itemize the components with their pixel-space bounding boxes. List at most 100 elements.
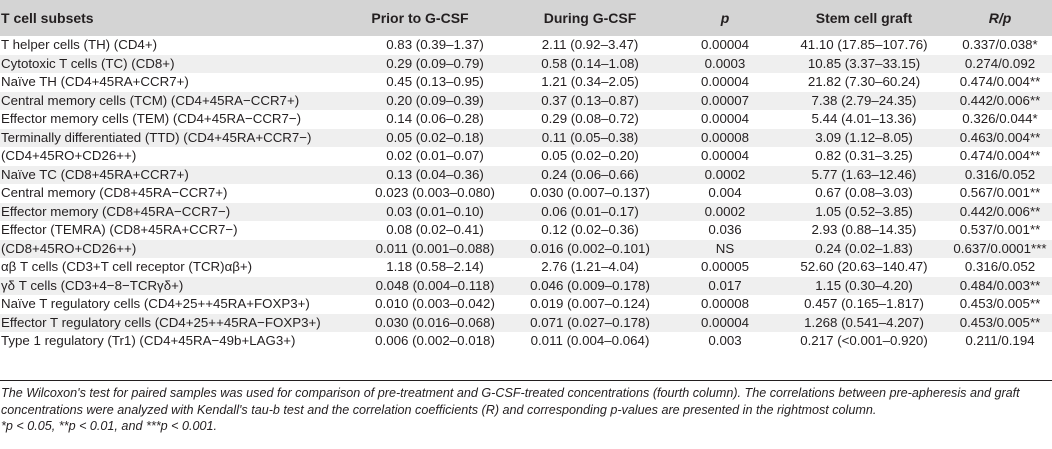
cell-name: Naïve T regulatory cells (CD4+25++45RA+F… xyxy=(1,296,310,312)
cell-graft: 5.77 (1.63–12.46) xyxy=(811,166,917,182)
table-row: Naïve TC (CD8+45RA+CCR7+) 0.13 (0.04–0.36… xyxy=(0,165,1052,184)
header-prior: Prior to G-CSF xyxy=(371,10,469,26)
cell-name: Naïve TH (CD4+45RA+CCR7+) xyxy=(1,74,189,90)
cell-rp: 0.211/0.194 xyxy=(965,333,1035,349)
cell-rp: 0.316/0.052 xyxy=(964,259,1036,275)
header-row: T cell subsets Prior to G-CSF During G-C… xyxy=(0,0,1052,36)
cell-during: 2.76 (1.21–4.04) xyxy=(541,259,639,275)
cell-p: 0.0002 xyxy=(704,166,746,182)
table-row: Cytotoxic T cells (TC) (CD8+) 0.29 (0.09–… xyxy=(0,54,1052,73)
cell-rp: 0.453/0.005** xyxy=(959,314,1041,330)
cell-during: 0.29 (0.08–0.72) xyxy=(541,111,639,127)
cell-p: 0.0003 xyxy=(704,55,746,71)
cell-name: Naïve TC (CD8+45RA+CCR7+) xyxy=(1,166,189,182)
cell-rp: 0.442/0.006** xyxy=(959,92,1041,108)
cell-name: γδ T cells (CD3+4−8−TCRγδ+) xyxy=(1,277,184,293)
header-p: p xyxy=(720,10,730,26)
cell-graft: 0.457 (0.165–1.817) xyxy=(804,296,924,312)
table-row: αβ T cells (CD3+T cell receptor (TCR)αβ+… xyxy=(0,258,1052,277)
cell-rp: 0.474/0.004** xyxy=(959,148,1041,164)
cell-graft: 1.268 (0.541–4.207) xyxy=(804,314,924,330)
cell-prior: 0.05 (0.02–0.18) xyxy=(386,129,484,145)
cell-during: 0.05 (0.02–0.20) xyxy=(541,148,639,164)
table-row: (CD4+45RO+CD26++) 0.02 (0.01–0.07) 0.05 (0… xyxy=(0,147,1052,166)
cell-name: Central memory (CD8+45RA−CCR7+) xyxy=(1,185,228,201)
bottom-rule xyxy=(0,380,1052,381)
cell-during: 0.06 (0.01–0.17) xyxy=(541,203,639,219)
cell-prior: 0.08 (0.02–0.41) xyxy=(386,222,484,238)
results-table: T cell subsets Prior to G-CSF During G-C… xyxy=(0,0,1052,349)
cell-rp: 0.337/0.038* xyxy=(962,37,1038,53)
cell-p: NS xyxy=(715,240,735,256)
header-during: During G-CSF xyxy=(543,10,637,26)
cell-during: 1.21 (0.34–2.05) xyxy=(541,74,639,90)
cell-name: Cytotoxic T cells (TC) (CD8+) xyxy=(1,55,175,71)
cell-rp: 0.453/0.005** xyxy=(959,296,1041,312)
cell-prior: 0.20 (0.09–0.39) xyxy=(386,92,484,108)
cell-p: 0.00004 xyxy=(700,74,750,90)
cell-name: Central memory cells (TCM) (CD4+45RA−CCR… xyxy=(1,92,300,108)
cell-name: (CD4+45RO+CD26++) xyxy=(1,148,137,164)
cell-graft: 0.24 (0.02–1.83) xyxy=(815,240,913,256)
cell-p: 0.00004 xyxy=(700,37,750,53)
cell-p: 0.003 xyxy=(708,333,742,349)
table-footnotes: The Wilcoxon's test for paired samples w… xyxy=(1,385,1049,435)
cell-name: αβ T cells (CD3+T cell receptor (TCR)αβ+… xyxy=(1,259,253,275)
table-row: Central memory cells (TCM) (CD4+45RA−CCR… xyxy=(0,91,1052,110)
table-row: T helper cells (TH) (CD4+) 0.83 (0.39–1.3… xyxy=(0,36,1052,55)
cell-during: 0.12 (0.02–0.36) xyxy=(541,222,639,238)
cell-prior: 0.45 (0.13–0.95) xyxy=(386,74,484,90)
cell-p: 0.017 xyxy=(708,277,742,293)
footnote-significance: *p < 0.05, **p < 0.01, and ***p < 0.001. xyxy=(1,419,218,433)
cell-prior: 0.030 (0.016–0.068) xyxy=(375,314,495,330)
cell-prior: 0.83 (0.39–1.37) xyxy=(386,37,484,53)
table-row: Naïve TH (CD4+45RA+CCR7+) 0.45 (0.13–0.95… xyxy=(0,73,1052,92)
cell-prior: 0.006 (0.002–0.018) xyxy=(375,333,495,349)
cell-during: 0.11 (0.05–0.38) xyxy=(541,129,639,145)
cell-name: Effector (TEMRA) (CD8+45RA+CCR7−) xyxy=(1,222,238,238)
cell-rp: 0.567/0.001** xyxy=(959,185,1041,201)
cell-graft: 1.15 (0.30–4.20) xyxy=(815,277,913,293)
cell-graft: 0.82 (0.31–3.25) xyxy=(815,148,913,164)
table-row: Effector (TEMRA) (CD8+45RA+CCR7−) 0.08 (0… xyxy=(0,221,1052,240)
cell-p: 0.036 xyxy=(708,222,742,238)
cell-rp: 0.637/0.0001*** xyxy=(953,240,1047,256)
cell-rp: 0.484/0.003** xyxy=(959,277,1041,293)
cell-p: 0.00004 xyxy=(700,148,750,164)
cell-graft: 3.09 (1.12–8.05) xyxy=(815,129,913,145)
cell-p: 0.00004 xyxy=(700,111,750,127)
cell-graft: 2.93 (0.88–14.35) xyxy=(811,222,917,238)
cell-graft: 1.05 (0.52–3.85) xyxy=(815,203,913,219)
cell-prior: 0.29 (0.09–0.79) xyxy=(386,55,484,71)
cell-prior: 0.13 (0.04–0.36) xyxy=(386,166,484,182)
cell-graft: 5.44 (4.01–13.36) xyxy=(811,111,917,127)
header-rp: R/p xyxy=(988,10,1012,26)
cell-p: 0.0002 xyxy=(704,203,746,219)
cell-rp: 0.326/0.044* xyxy=(962,111,1038,127)
table-row: Effector T regulatory cells (CD4+25++45R… xyxy=(0,313,1052,332)
cell-graft: 0.217 (<0.001–0.920) xyxy=(800,333,928,349)
cell-prior: 0.048 (0.004–0.118) xyxy=(375,277,495,293)
cell-name: Terminally differentiated (TTD) (CD4+45R… xyxy=(1,129,312,145)
header-t-cell-subsets: T cell subsets xyxy=(1,10,94,26)
cell-prior: 0.010 (0.003–0.042) xyxy=(375,296,495,312)
cell-name: Effector memory cells (TEM) (CD4+45RA−CC… xyxy=(1,111,302,127)
cell-rp: 0.274/0.092 xyxy=(964,55,1036,71)
cell-during: 2.11 (0.92–3.47) xyxy=(541,37,639,53)
cell-graft: 10.85 (3.37–33.15) xyxy=(807,55,921,71)
cell-graft: 52.60 (20.63–140.47) xyxy=(800,259,928,275)
cell-name: (CD8+45RO+CD26++) xyxy=(1,240,137,256)
header-graft: Stem cell graft xyxy=(815,10,913,26)
cell-graft: 7.38 (2.79–24.35) xyxy=(811,92,917,108)
cell-graft: 21.82 (7.30–60.24) xyxy=(807,74,921,90)
cell-during: 0.24 (0.06–0.66) xyxy=(541,166,639,182)
table-row: Central memory (CD8+45RA−CCR7+) 0.023 (0.… xyxy=(0,184,1052,203)
cell-p: 0.00008 xyxy=(700,296,750,312)
table-row: Naïve T regulatory cells (CD4+25++45RA+F… xyxy=(0,295,1052,314)
cell-during: 0.071 (0.027–0.178) xyxy=(530,314,650,330)
cell-during: 0.011 (0.004–0.064) xyxy=(530,333,650,349)
table-row: γδ T cells (CD3+4−8−TCRγδ+) 0.048 (0.004–… xyxy=(0,276,1052,295)
cell-prior: 0.02 (0.01–0.07) xyxy=(386,148,484,164)
table-row: (CD8+45RO+CD26++) 0.011 (0.001–0.088) 0.01… xyxy=(0,239,1052,258)
